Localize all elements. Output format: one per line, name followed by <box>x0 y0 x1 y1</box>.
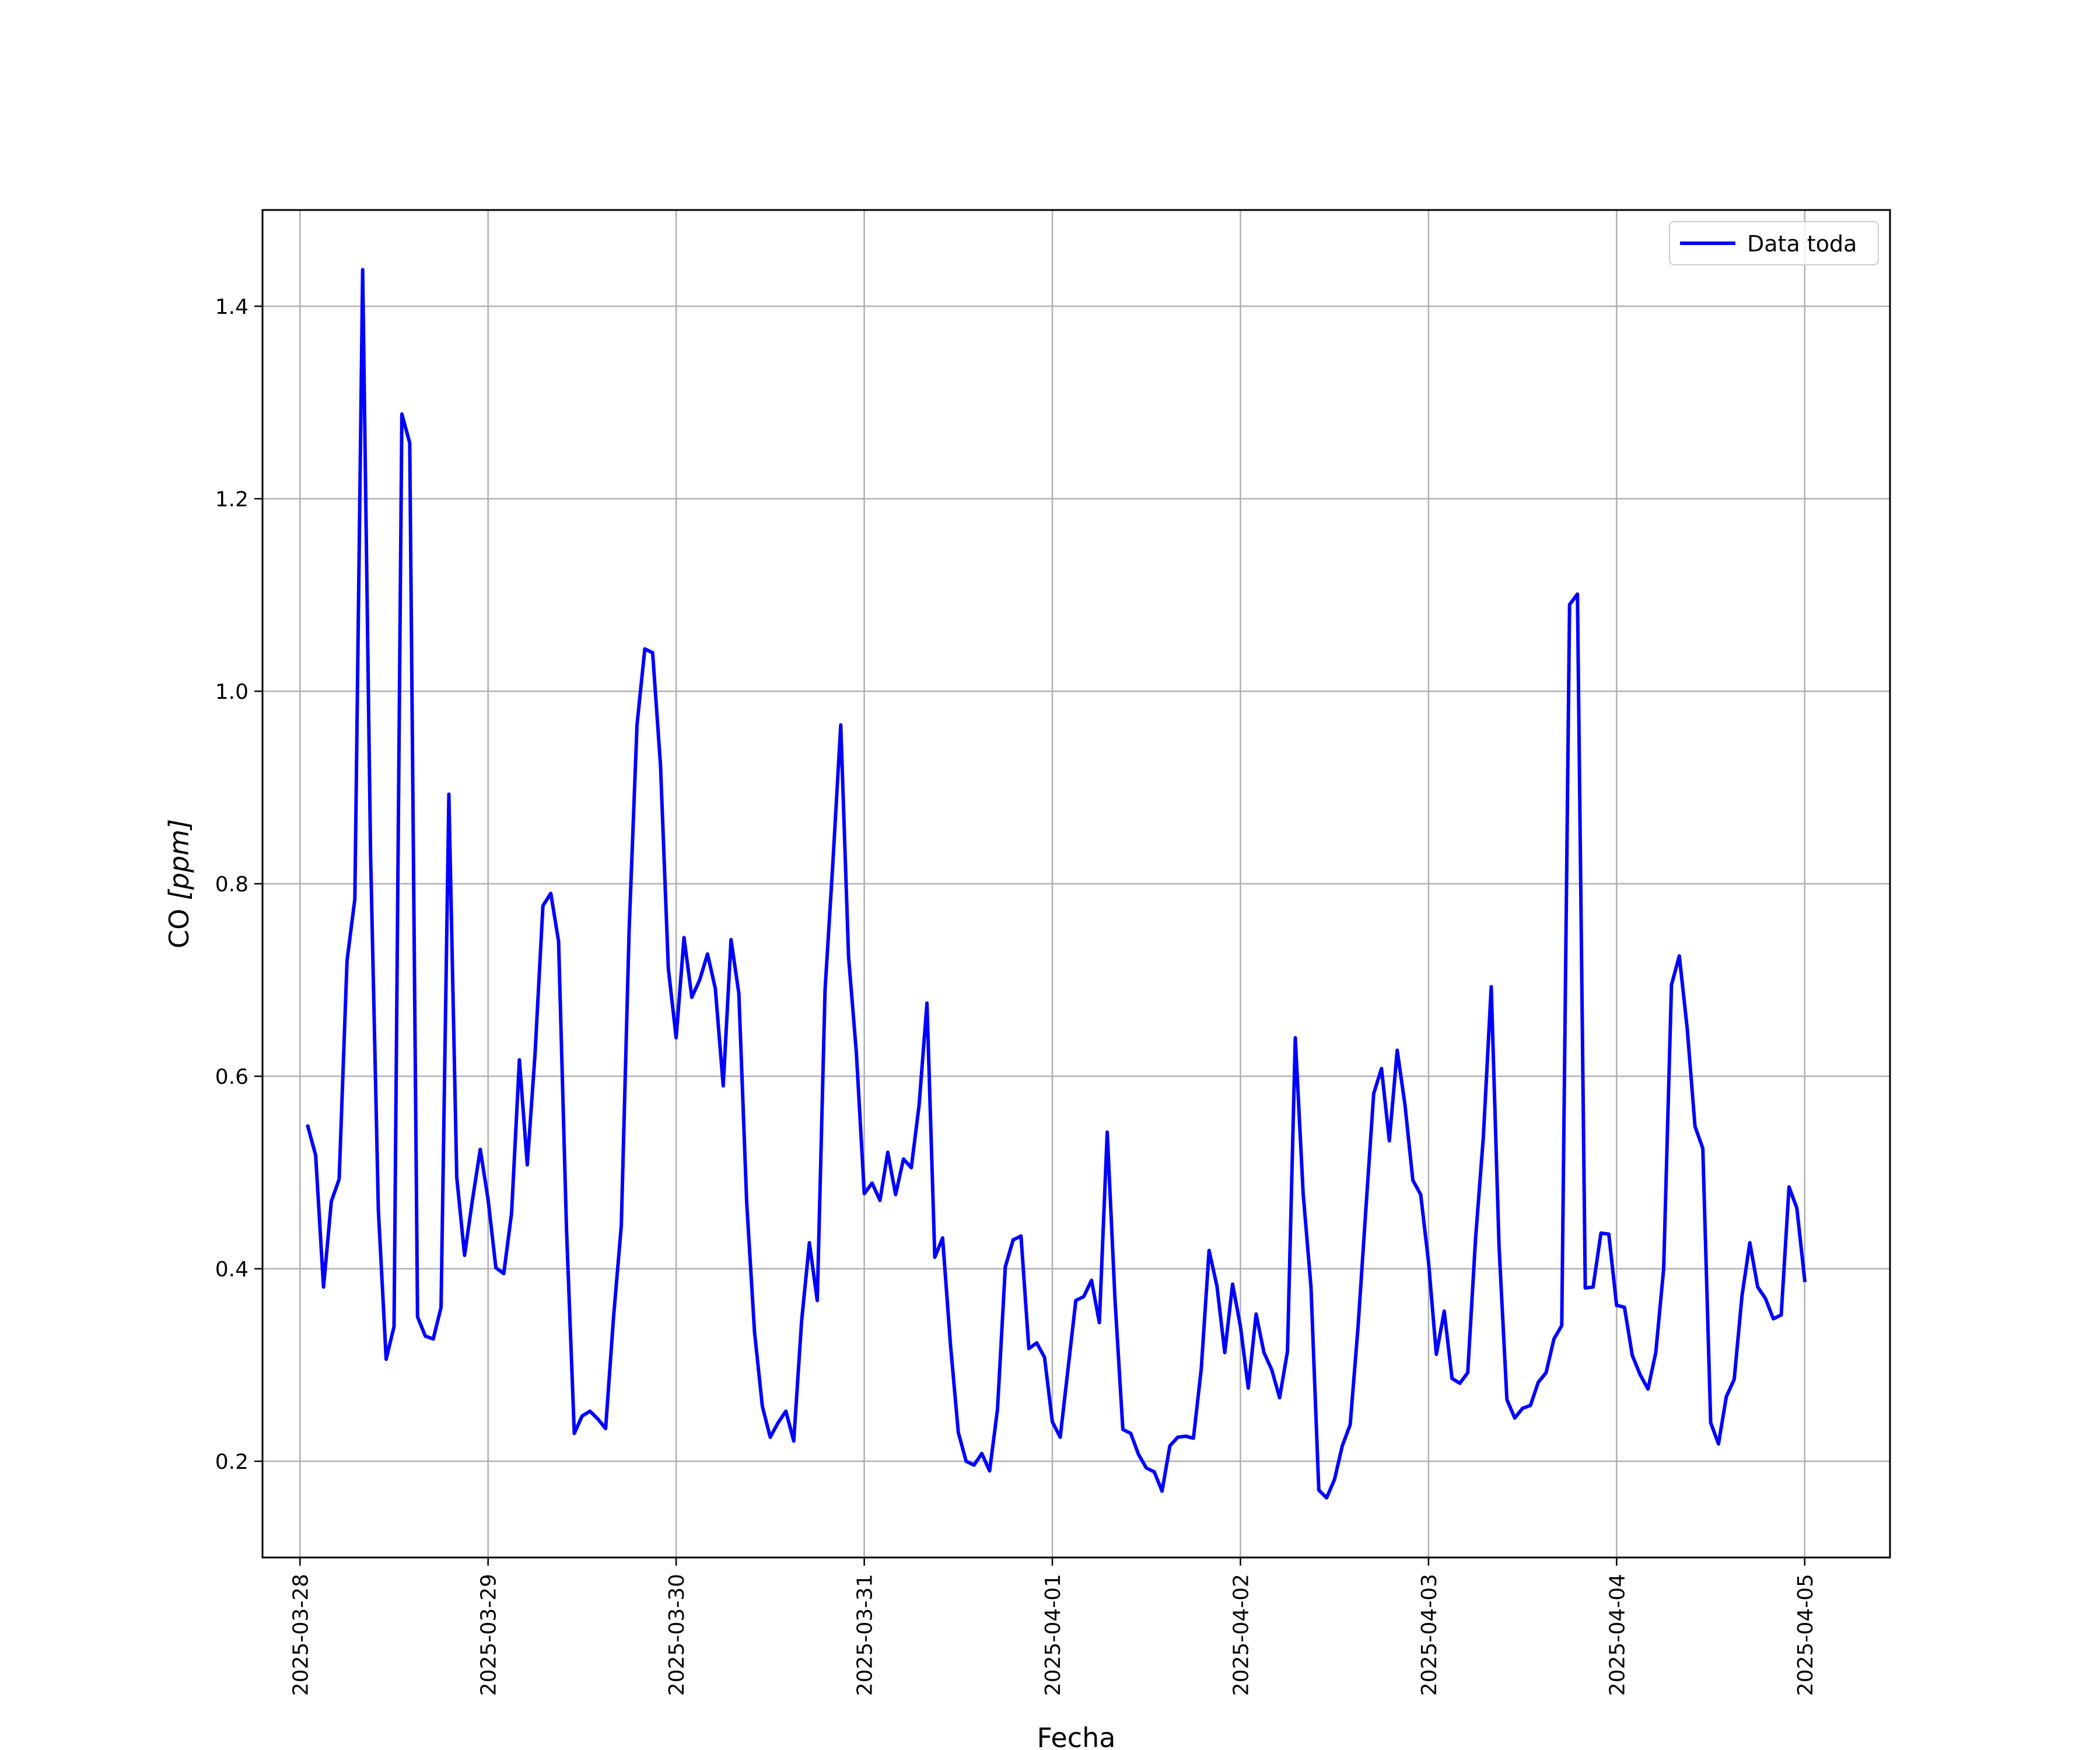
y-axis-label: CO [ppm] <box>163 819 195 949</box>
x-tick-label: 2025-04-01 <box>1041 1574 1065 1696</box>
legend: Data toda <box>1669 221 1879 265</box>
y-axis-label-unit: [ppm] <box>163 819 195 900</box>
series-line-data-toda <box>306 268 1807 1500</box>
x-axis-label: Fecha <box>1037 1722 1116 1750</box>
x-tick-label: 2025-03-30 <box>665 1574 689 1696</box>
y-tick-label: 1.2 <box>215 488 249 512</box>
x-tick-label: 2025-03-29 <box>477 1574 501 1696</box>
y-tick-label: 0.8 <box>215 873 249 897</box>
x-tick-label: 2025-04-03 <box>1418 1574 1441 1696</box>
x-tick-label: 2025-03-31 <box>853 1574 877 1696</box>
x-tick-label: 2025-03-28 <box>289 1574 313 1696</box>
x-tick-label: 2025-04-02 <box>1229 1574 1253 1696</box>
y-tick-label: 0.2 <box>215 1450 249 1474</box>
legend-box <box>1669 221 1879 265</box>
x-tick-label: 2025-04-05 <box>1794 1574 1818 1696</box>
y-tick-label: 1.0 <box>215 680 249 704</box>
y-tick-label: 0.4 <box>215 1258 249 1282</box>
data-line-layer <box>306 268 1807 1500</box>
y-axis-label-main: CO <box>163 900 195 949</box>
x-tick-label: 2025-04-04 <box>1605 1574 1629 1696</box>
y-tick-label: 0.6 <box>215 1065 249 1089</box>
y-tick-label: 1.4 <box>215 295 249 319</box>
grid-lines <box>262 210 1890 1558</box>
axis-ticks <box>254 305 1806 1566</box>
axis-tick-labels: 2025-03-28 2025-03-29 2025-03-30 2025-03-31… <box>215 295 1818 1696</box>
legend-label: Data toda <box>1747 231 1857 257</box>
